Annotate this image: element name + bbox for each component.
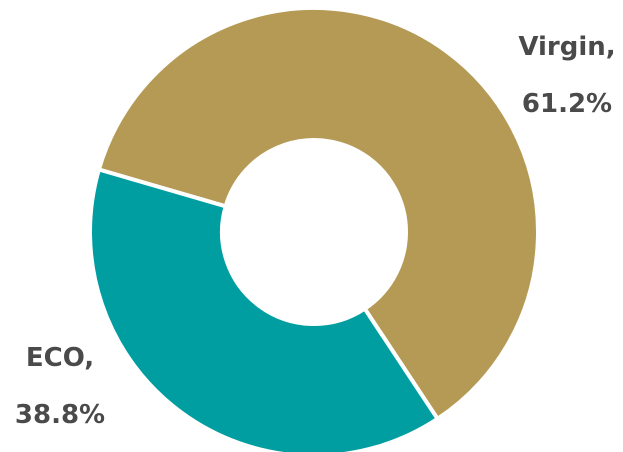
slice-label-eco-value: 38.8%: [15, 400, 105, 430]
slice-label-virgin-name: Virgin,: [518, 32, 615, 62]
slice-eco: [88, 167, 440, 452]
slice-virgin: [96, 6, 540, 421]
slice-label-virgin-value: 61.2%: [522, 89, 612, 119]
slice-label-eco-name: ECO,: [26, 343, 94, 373]
donut-slices: [88, 6, 540, 452]
